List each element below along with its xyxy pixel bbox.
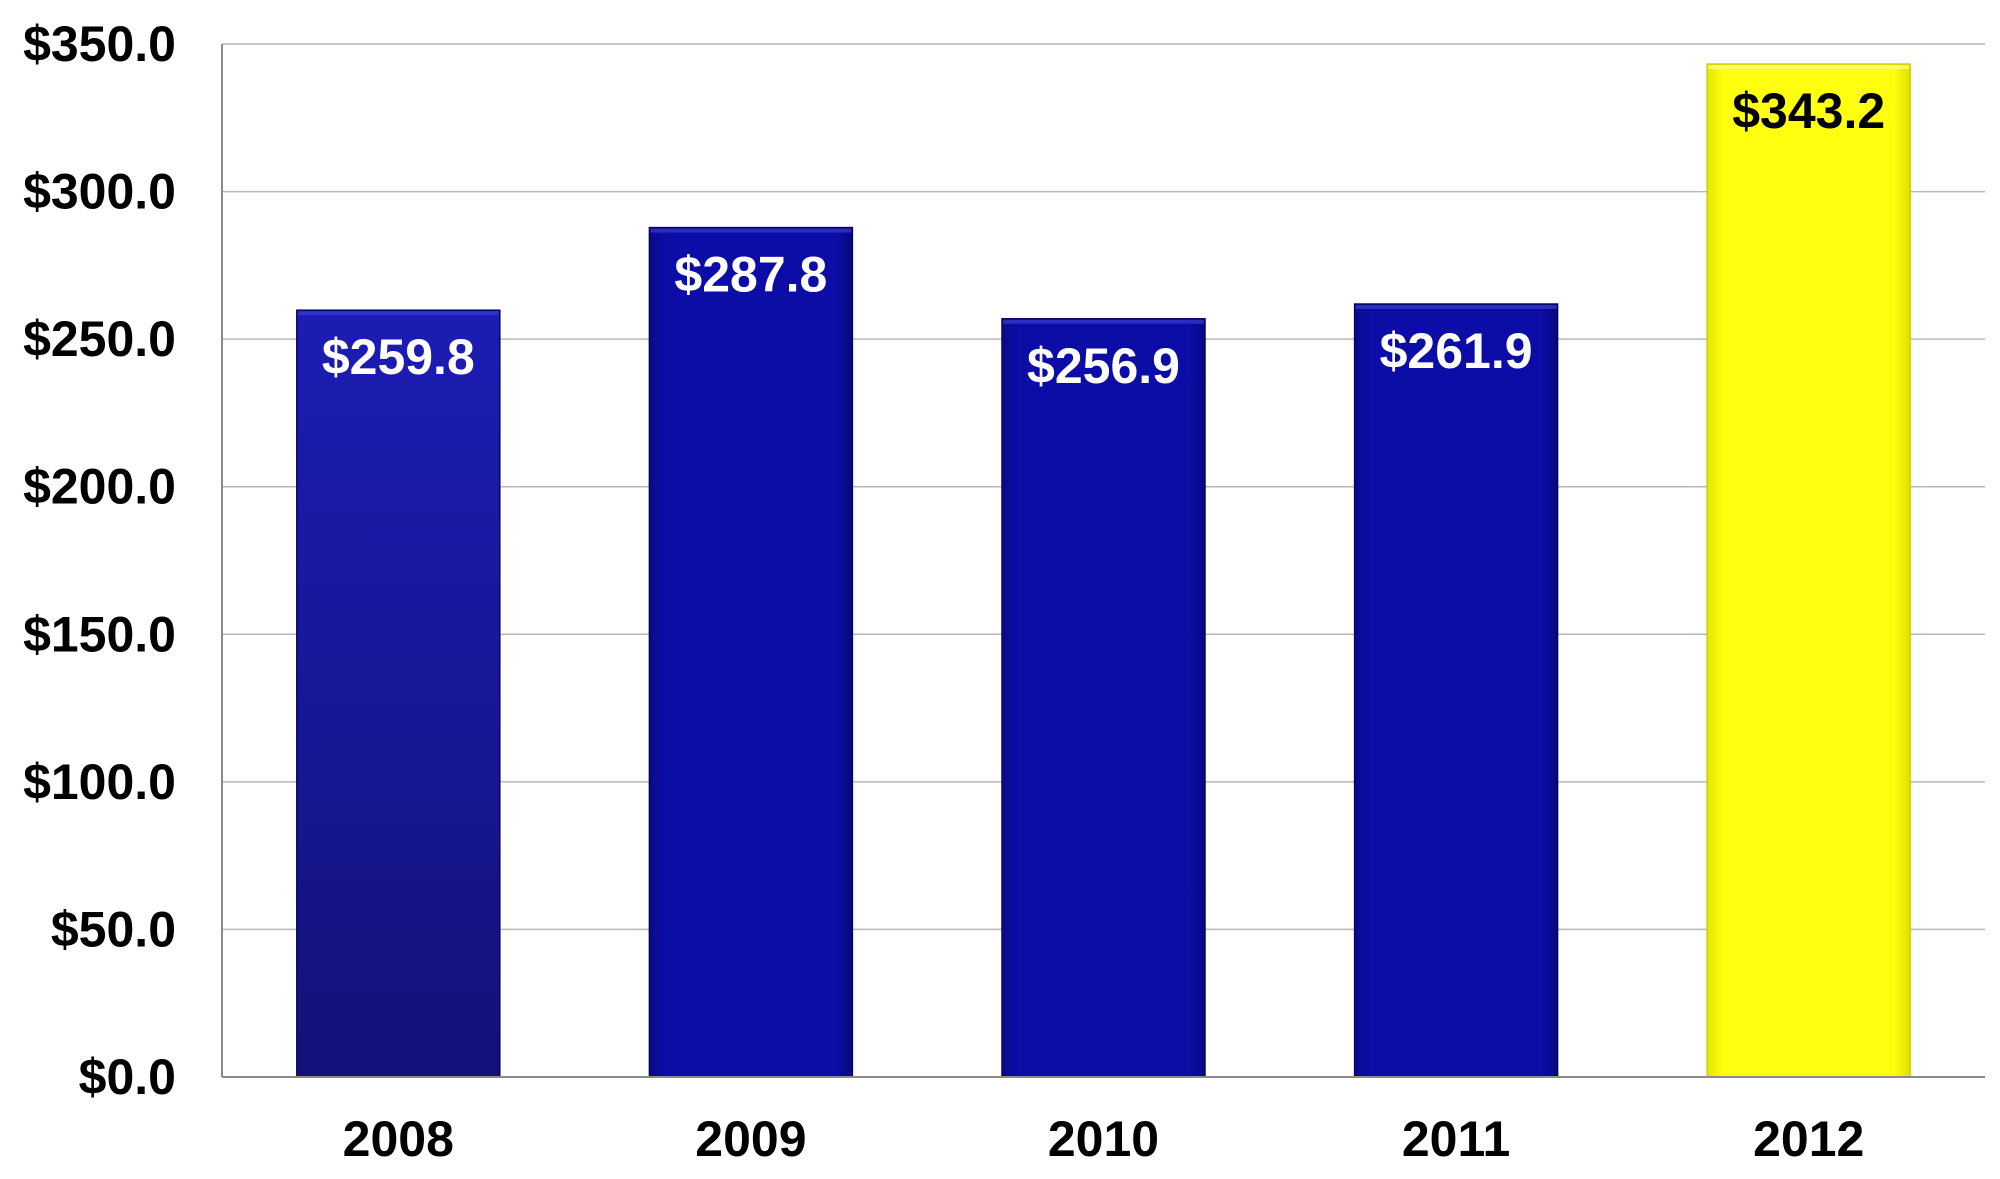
bar-highlight bbox=[297, 311, 499, 316]
x-tick-label-2011: 2011 bbox=[1402, 1111, 1510, 1167]
bar-2011 bbox=[1353, 303, 1559, 1078]
y-axis-ticks: $0.0 $50.0 $100.0 $150.0 $200.0 $250.0 $300.0 $… bbox=[23, 16, 176, 1105]
y-tick-label: $150.0 bbox=[23, 606, 176, 662]
data-label-2009: $287.8 bbox=[674, 247, 827, 303]
x-axis-ticks: 2008 2009 2010 2011 2012 bbox=[343, 1111, 1865, 1167]
bars bbox=[296, 63, 1911, 1078]
bar-2010 bbox=[1001, 318, 1206, 1078]
data-label-2012: $343.2 bbox=[1732, 83, 1885, 139]
x-tick-label-2009: 2009 bbox=[695, 1111, 806, 1167]
bar-highlight bbox=[1003, 319, 1204, 324]
bar-2008 bbox=[296, 309, 501, 1078]
y-tick-label: $50.0 bbox=[51, 901, 176, 957]
x-tick-label-2008: 2008 bbox=[343, 1111, 454, 1167]
y-tick-label: $250.0 bbox=[23, 311, 176, 367]
y-tick-label: $100.0 bbox=[23, 754, 176, 810]
bar-2009 bbox=[648, 226, 854, 1078]
y-tick-label: $200.0 bbox=[23, 459, 176, 515]
bar-highlight bbox=[650, 228, 852, 233]
bar-2012 bbox=[1706, 63, 1911, 1078]
data-label-2010: $256.9 bbox=[1027, 338, 1180, 394]
data-label-2011: $261.9 bbox=[1380, 323, 1533, 379]
bar-highlight bbox=[1708, 65, 1910, 70]
y-tick-label: $0.0 bbox=[79, 1049, 176, 1105]
x-tick-label-2012: 2012 bbox=[1753, 1111, 1864, 1167]
data-label-2008: $259.8 bbox=[322, 329, 475, 385]
data-labels: $259.8 $287.8 $256.9 $261.9 $343.2 bbox=[322, 83, 1885, 394]
x-tick-label-2010: 2010 bbox=[1048, 1111, 1159, 1167]
y-tick-label: $350.0 bbox=[23, 16, 176, 72]
bar-highlight bbox=[1355, 305, 1557, 310]
y-tick-label: $300.0 bbox=[23, 164, 176, 220]
